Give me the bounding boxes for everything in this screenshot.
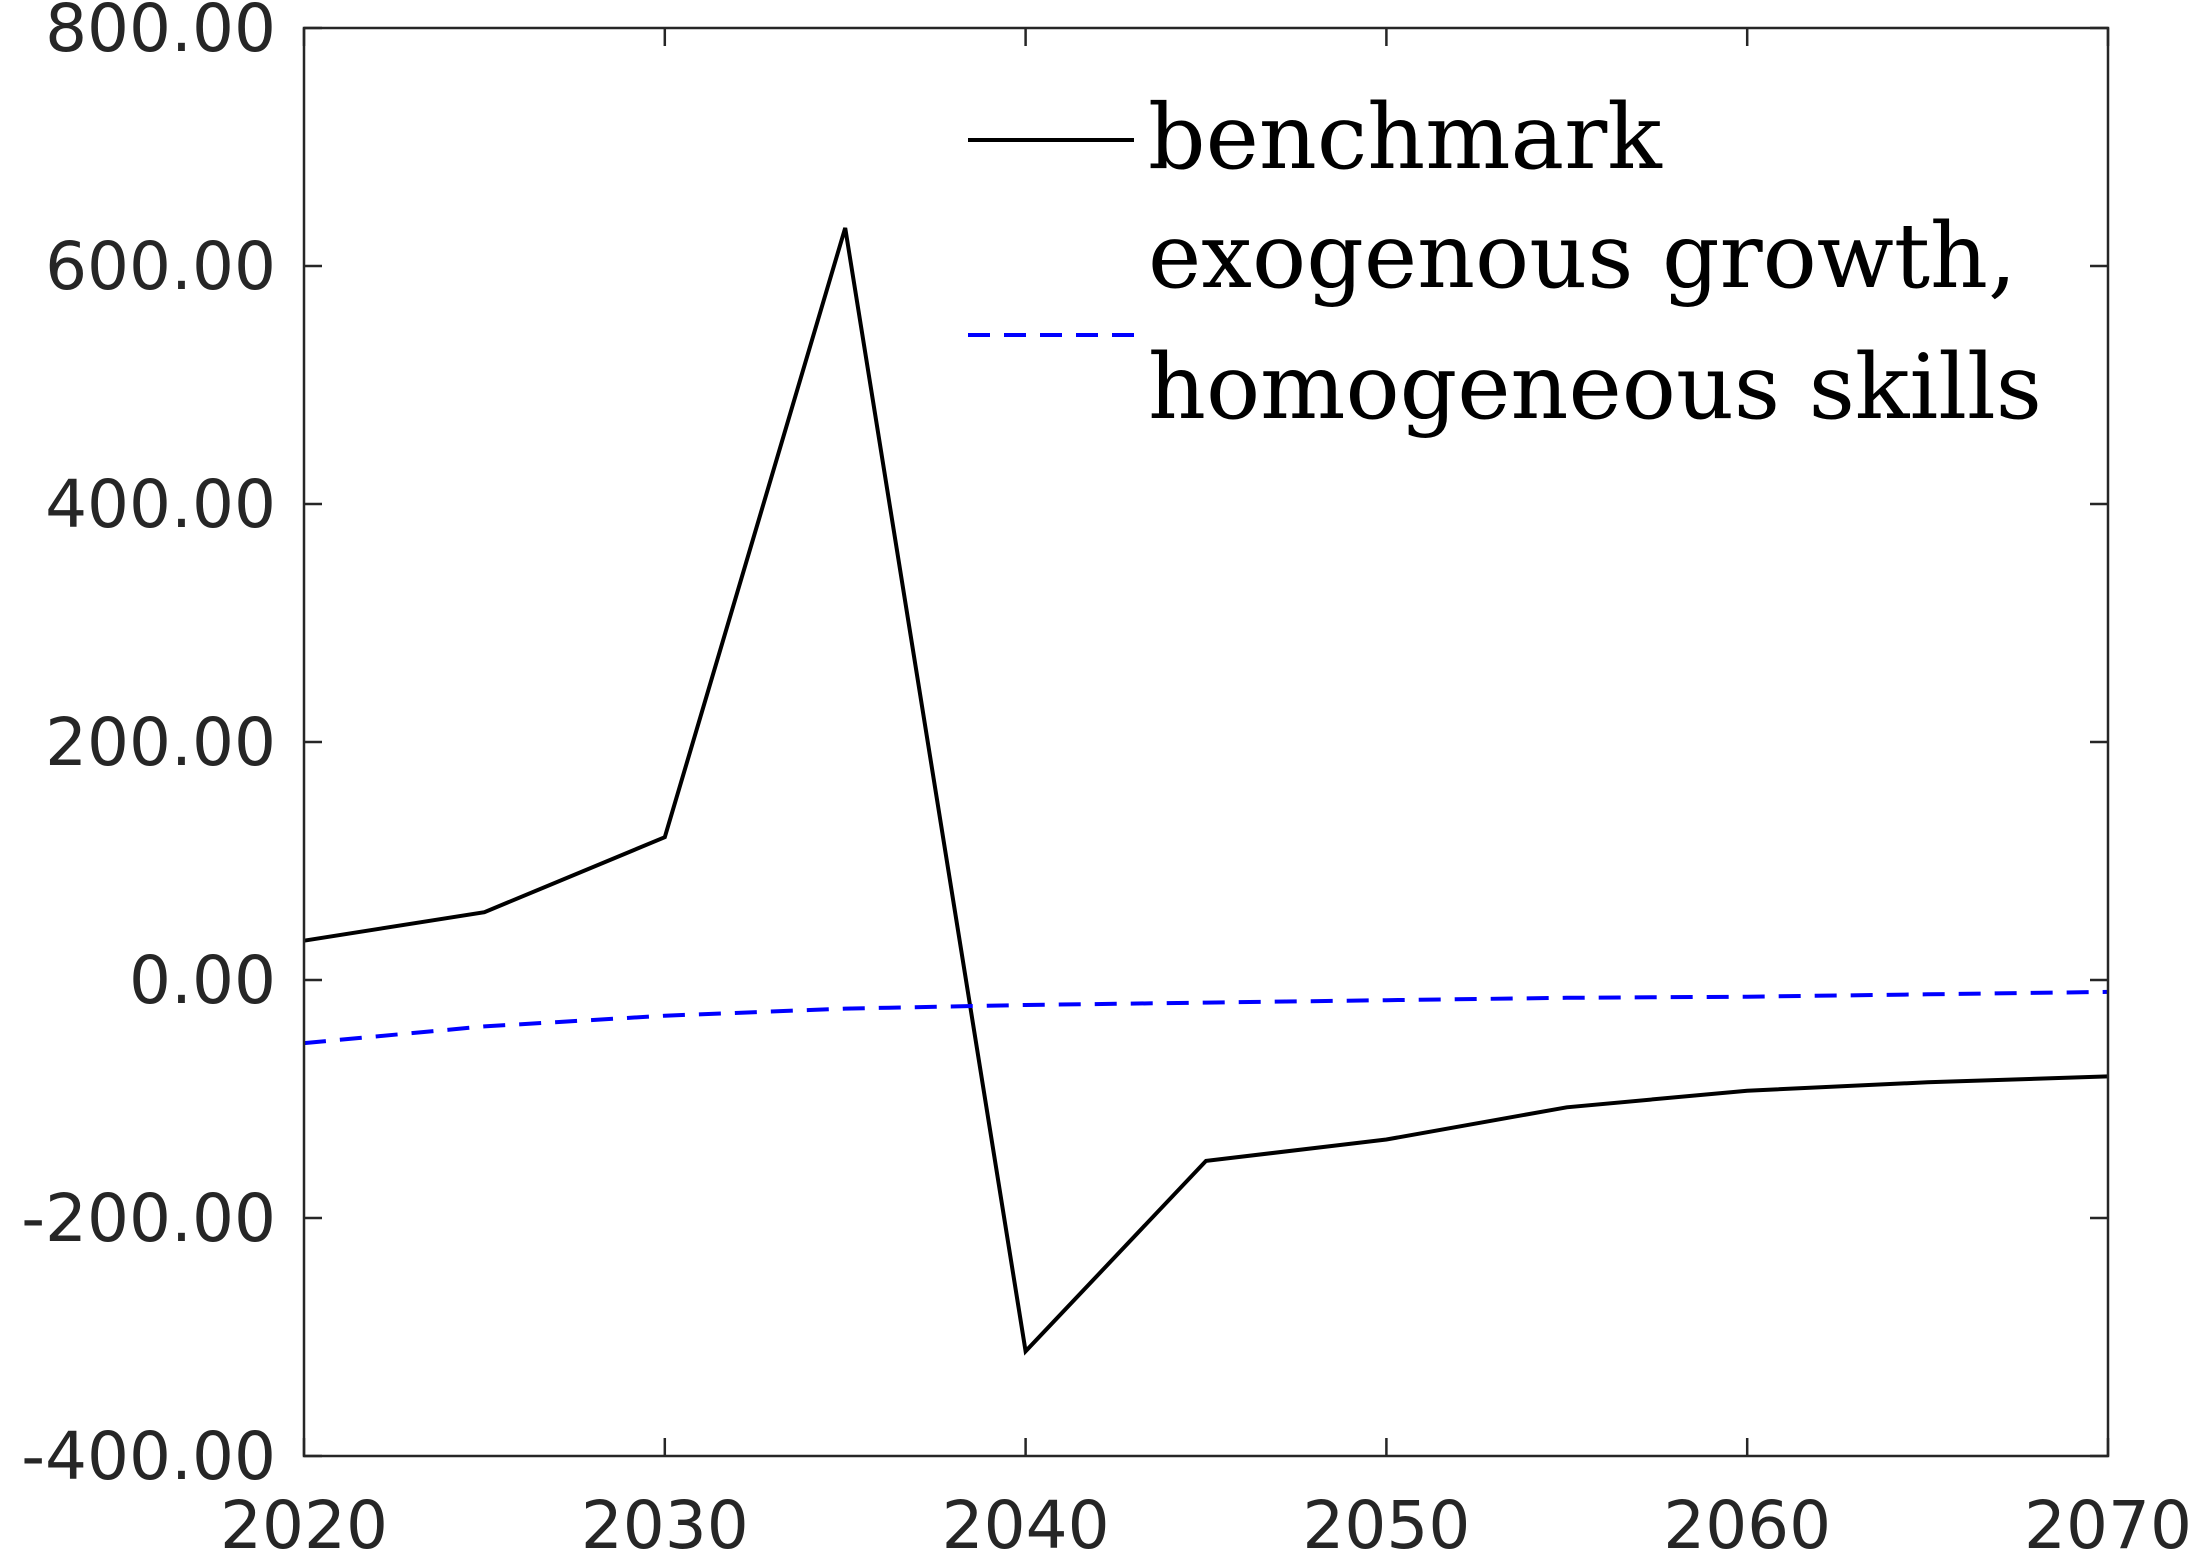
y-tick-label: -400.00 [21,1418,276,1495]
legend-label-1: benchmark [1148,85,1663,190]
plot-background [304,28,2108,1456]
legend-label-2-line-2: homogeneous skills [1148,335,2042,440]
y-tick-label: 800.00 [45,0,276,67]
y-tick-label: 400.00 [45,466,276,543]
legend-label-2: exogenous growth, [1148,204,2017,309]
y-axis-tick-labels: 800.00 600.00 400.00 200.00 0.00 -200.00 -400.… [21,0,276,1495]
y-tick-label: 200.00 [45,704,276,781]
x-tick-label: 2030 [581,1487,749,1554]
x-tick-label: 2020 [220,1487,388,1554]
x-axis-tick-labels: 2020 2030 2040 2050 2060 2070 [220,1487,2192,1554]
series-layer [303,227,2109,1356]
axis-ticks [302,26,2110,1458]
series-line-2 [303,989,2109,1046]
x-tick-label: 2060 [1663,1487,1831,1554]
legend: benchmark exogenous growth, homogeneous sk… [968,85,2042,440]
y-tick-label: 600.00 [45,228,276,305]
series-line-1 [303,227,2109,1356]
y-tick-label: 0.00 [129,942,276,1019]
x-tick-label: 2040 [942,1487,1110,1554]
y-tick-label: -200.00 [21,1180,276,1257]
x-tick-label: 2050 [1302,1487,1470,1554]
x-tick-label: 2070 [2024,1487,2192,1554]
